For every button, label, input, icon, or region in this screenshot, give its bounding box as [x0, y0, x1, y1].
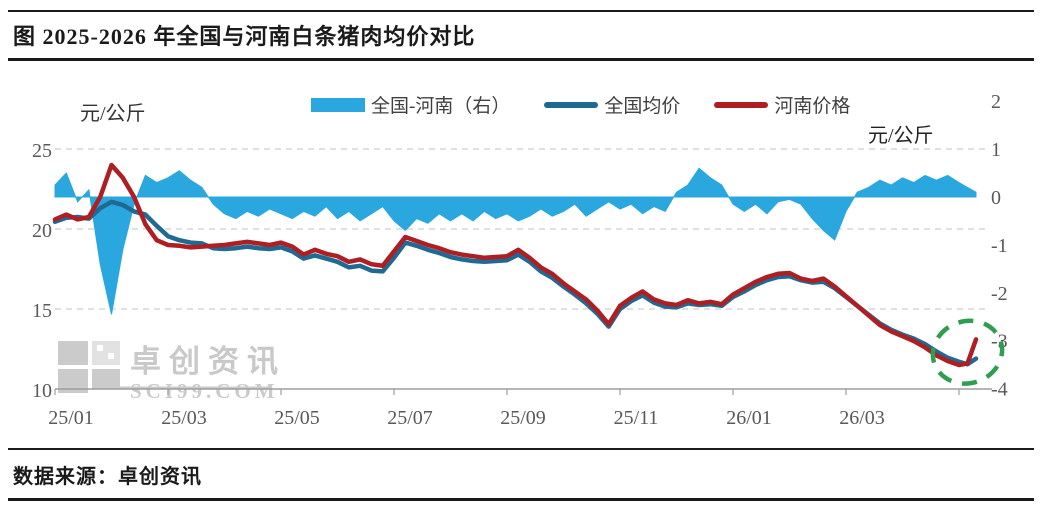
left-axis-tick-label: 25 — [32, 140, 52, 162]
legend-item-henan: 河南价格 — [714, 91, 850, 118]
spread-area-series — [54, 167, 977, 315]
left-axis-unit-label: 元/公斤 — [80, 103, 146, 125]
x-axis-tick-label: 25/01 — [48, 407, 94, 429]
data-source-text: 数据来源：卓创资讯 — [13, 466, 202, 488]
x-axis-tick-label: 25/03 — [161, 407, 207, 429]
watermark-name: 卓创资讯 — [130, 344, 286, 379]
legend-item-spread: 全国-河南（右） — [311, 91, 510, 118]
page-title: 图 2025-2026 年全国与河南白条猪肉均价对比 — [13, 24, 476, 49]
left-axis-tick-label: 10 — [32, 380, 52, 402]
legend-label-henan: 河南价格 — [774, 96, 851, 117]
x-axis-tick-label: 25/09 — [500, 407, 546, 429]
watermark-logo-dot — [108, 353, 114, 359]
right-axis-tick-label: -2 — [991, 283, 1008, 305]
right-axis-tick-label: 0 — [991, 187, 1001, 209]
watermark: 卓创资讯 SCI99.COM — [58, 341, 286, 403]
left-axis-tick-label: 20 — [32, 220, 52, 242]
area-swatch-icon — [311, 97, 365, 112]
right-axis-unit-label: 元/公斤 — [868, 125, 934, 147]
watermark-logo-block — [58, 341, 88, 365]
x-axis-tick-label: 26/01 — [726, 407, 772, 429]
chart-legend: 全国-河南（右） 全国均价 河南价格 — [311, 91, 850, 118]
legend-label-spread: 全国-河南（右） — [371, 96, 511, 117]
right-axis-tick-label: 2 — [991, 91, 1001, 113]
legend-item-national: 全国均价 — [544, 91, 680, 118]
x-axis-tick-label: 25/05 — [274, 407, 320, 429]
left-axis-tick-label: 15 — [32, 300, 52, 322]
title-bar: 图 2025-2026 年全国与河南白条猪肉均价对比 — [8, 10, 1034, 61]
x-axis-tick-label: 26/03 — [839, 407, 885, 429]
series — [52, 162, 979, 368]
x-axis-tick-label: 25/07 — [387, 407, 433, 429]
henan-price-line — [52, 162, 979, 368]
line-swatch-icon — [544, 101, 599, 108]
watermark-logo-block — [92, 341, 120, 365]
right-axis-tick-label: -1 — [991, 235, 1008, 257]
right-axis-tick-label: -3 — [991, 331, 1008, 353]
right-axis-tick-label: 1 — [991, 139, 1001, 161]
watermark-logo-dot — [97, 345, 103, 351]
watermark-domain: SCI99.COM — [130, 379, 279, 403]
watermark-logo-block — [92, 369, 120, 389]
legend-label-national: 全国均价 — [604, 96, 681, 117]
x-axis-tick-label: 25/11 — [614, 407, 659, 429]
line-swatch-icon — [714, 101, 769, 108]
right-axis-tick-label: -4 — [991, 379, 1008, 401]
gridlines — [54, 148, 992, 395]
highlight-circle-annotation — [930, 318, 1005, 386]
source-bar: 数据来源：卓创资讯 — [8, 448, 1034, 501]
